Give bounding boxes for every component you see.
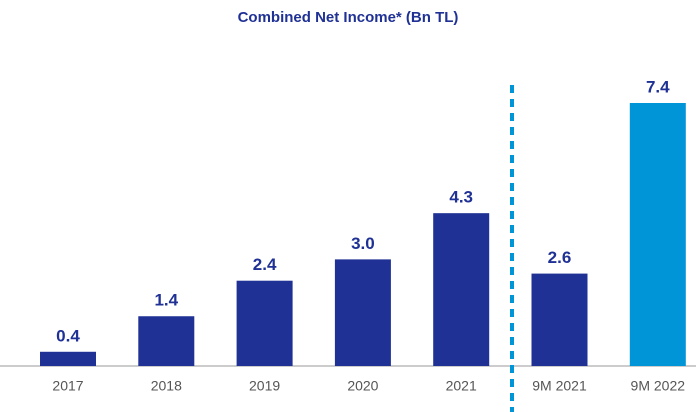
bar <box>40 351 96 366</box>
value-label: 4.3 <box>449 188 473 207</box>
bar <box>531 273 588 366</box>
x-tick-label: 2021 <box>446 378 477 394</box>
value-label: 3.0 <box>351 234 375 253</box>
value-label: 2.6 <box>548 248 572 267</box>
bar <box>334 259 391 366</box>
value-label: 7.4 <box>646 77 670 96</box>
x-tick-label: 2017 <box>52 378 83 394</box>
bar <box>236 280 293 366</box>
x-tick-label: 2019 <box>249 378 280 394</box>
bar <box>138 316 195 366</box>
bar <box>629 103 686 366</box>
value-label: 2.4 <box>253 255 277 274</box>
value-label: 1.4 <box>154 291 178 310</box>
x-tick-label: 2018 <box>151 378 182 394</box>
bar <box>433 213 490 366</box>
value-label: 0.4 <box>56 326 80 345</box>
x-tick-label: 9M 2021 <box>532 378 587 394</box>
x-tick-label: 2020 <box>347 378 378 394</box>
chart-title: Combined Net Income* (Bn TL) <box>238 9 459 26</box>
x-tick-label: 9M 2022 <box>631 378 686 394</box>
